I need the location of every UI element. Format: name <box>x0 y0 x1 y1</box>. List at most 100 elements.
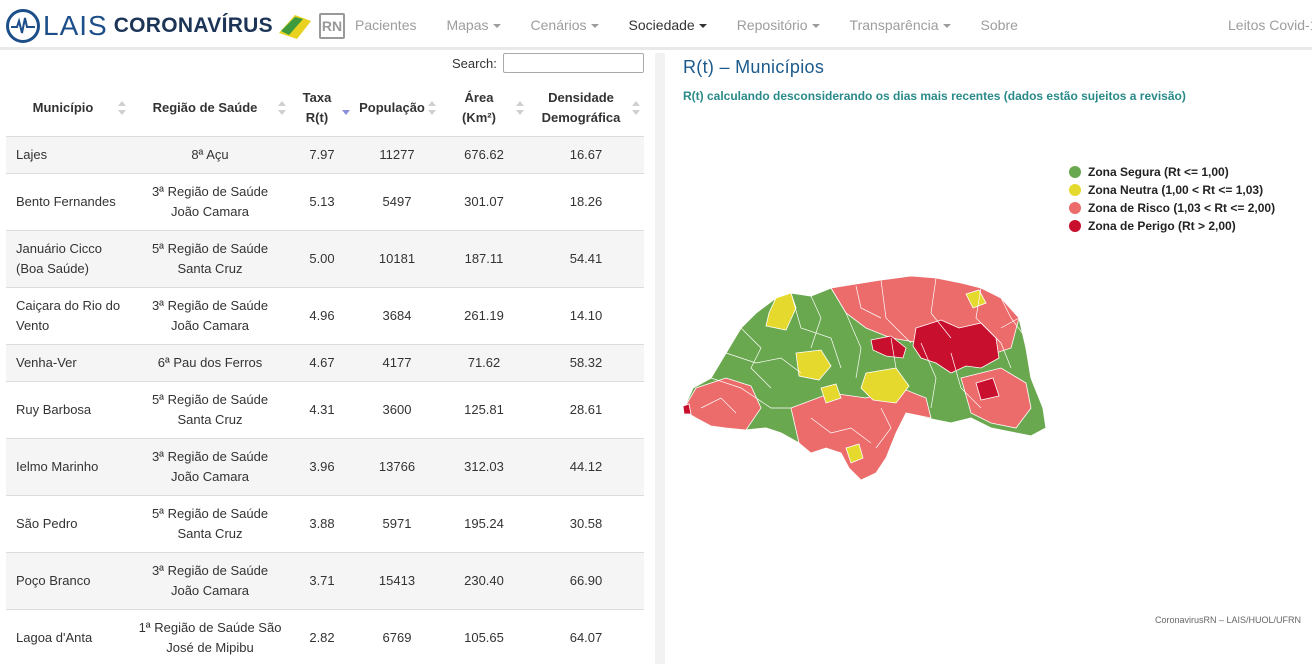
legend-dot-icon <box>1069 166 1081 178</box>
cell-taxa-rt: 4.67 <box>290 343 354 381</box>
zone-perigo <box>912 319 1000 374</box>
table-body: Lajes 8ª Açu 7.97 11277 676.62 16.67 Bento Fer… <box>6 135 644 664</box>
cell-populacao: 15413 <box>354 551 440 609</box>
caret-down-icon <box>590 24 599 29</box>
table-row[interactable]: Januário Cicco (Boa Saúde) 5ª Região de Sa… <box>6 229 644 287</box>
cell-area: 301.07 <box>440 172 528 230</box>
cell-area: 676.62 <box>440 135 528 173</box>
nav-transparencia[interactable]: Transparência <box>835 17 966 33</box>
nav-mapas[interactable]: Mapas <box>431 17 515 33</box>
cell-regiao: 1ª Região de Saúde São José de Mipibu <box>130 608 290 664</box>
brazil-flag-icon <box>278 15 311 39</box>
cell-municipio: Ielmo Marinho <box>6 437 130 495</box>
cell-municipio: Venha-Ver <box>6 343 130 381</box>
cell-populacao: 6769 <box>354 608 440 664</box>
cell-taxa-rt: 3.96 <box>290 437 354 495</box>
municipality-borders <box>700 277 1027 449</box>
table-row[interactable]: Venha-Ver 6ª Pau dos Ferros 4.67 4177 71.62 5… <box>6 343 644 381</box>
cell-densidade: 54.41 <box>528 229 644 287</box>
legend-dot-icon <box>1069 202 1081 214</box>
legend-dot-icon <box>1069 220 1081 232</box>
table-row[interactable]: Caiçara do Rio do Vento 3ª Região de Saúde… <box>6 286 644 344</box>
cell-municipio: Poço Branco <box>6 551 130 609</box>
nav-cenarios[interactable]: Cenários <box>516 17 614 33</box>
table-row[interactable]: Lagoa d'Anta 1ª Região de Saúde São José d… <box>6 608 644 664</box>
cell-taxa-rt: 4.96 <box>290 286 354 344</box>
logo-text: LAIS <box>43 10 108 41</box>
sort-desc-icon <box>342 101 350 115</box>
rn-badge: RN <box>318 13 345 39</box>
table-row[interactable]: Lajes 8ª Açu 7.97 11277 676.62 16.67 <box>6 135 644 173</box>
caret-down-icon <box>942 24 951 29</box>
legend-item-segura[interactable]: Zona Segura (Rt <= 1,00) <box>1069 163 1275 181</box>
col-header-populacao[interactable]: População <box>354 80 440 136</box>
cell-area: 187.11 <box>440 229 528 287</box>
brand[interactable]: LAIS CORONAVÍRUS RN <box>6 8 345 44</box>
cell-populacao: 13766 <box>354 437 440 495</box>
table-row[interactable]: Ruy Barbosa 5ª Região de Saúde Santa Cruz 4… <box>6 380 644 438</box>
map-panel: R(t) – Municípios R(t) calculando descon… <box>665 53 1312 664</box>
legend-item-neutra[interactable]: Zona Neutra (1,00 < Rt <= 1,03) <box>1069 181 1275 199</box>
cell-regiao: 3ª Região de Saúde João Camara <box>130 286 290 344</box>
zone-risco <box>682 377 762 431</box>
zone-neutra <box>845 443 864 464</box>
table-row[interactable]: São Pedro 5ª Região de Saúde Santa Cruz 3.8… <box>6 494 644 552</box>
cell-area: 105.65 <box>440 608 528 664</box>
cell-densidade: 14.10 <box>528 286 644 344</box>
caret-down-icon <box>811 24 820 29</box>
cell-area: 71.62 <box>440 343 528 381</box>
brand-title: CORONAVÍRUS <box>113 14 273 37</box>
cell-area: 195.24 <box>440 494 528 552</box>
cell-taxa-rt: 5.13 <box>290 172 354 230</box>
cell-densidade: 58.32 <box>528 343 644 381</box>
cell-taxa-rt: 3.71 <box>290 551 354 609</box>
col-header-area[interactable]: Área (Km²) <box>440 80 528 136</box>
cell-populacao: 3684 <box>354 286 440 344</box>
zone-neutra <box>820 383 842 404</box>
cell-area: 125.81 <box>440 380 528 438</box>
col-header-regiao[interactable]: Região de Saúde <box>130 80 290 136</box>
map-subtitle: R(t) calculando desconsiderando os dias … <box>683 89 1186 103</box>
zone-risco <box>790 387 932 481</box>
legend-item-perigo[interactable]: Zona de Perigo (Rt > 2,00) <box>1069 217 1275 235</box>
cell-densidade: 66.90 <box>528 551 644 609</box>
legend-dot-icon <box>1069 184 1081 196</box>
cell-populacao: 5497 <box>354 172 440 230</box>
table-row[interactable]: Bento Fernandes 3ª Região de Saúde João Ca… <box>6 172 644 230</box>
cell-taxa-rt: 2.82 <box>290 608 354 664</box>
cell-densidade: 44.12 <box>528 437 644 495</box>
cell-municipio: Caiçara do Rio do Vento <box>6 286 130 344</box>
cell-regiao: 3ª Região de Saúde João Camara <box>130 172 290 230</box>
cell-densidade: 16.67 <box>528 135 644 173</box>
map-title: R(t) – Municípios <box>683 57 825 77</box>
cell-densidade: 18.26 <box>528 172 644 230</box>
zone-perigo <box>682 403 692 415</box>
nav-sobre[interactable]: Sobre <box>980 17 1018 33</box>
table-row[interactable]: Ielmo Marinho 3ª Região de Saúde João Cama… <box>6 437 644 495</box>
nav-pacientes[interactable]: Pacientes <box>355 17 417 33</box>
nav-sociedade[interactable]: Sociedade <box>614 17 722 33</box>
nav-repositorio[interactable]: Repositório <box>722 17 835 33</box>
sort-icon <box>278 100 286 115</box>
nav-leitos-covid[interactable]: Leitos Covid-19 <box>1228 17 1312 33</box>
cell-regiao: 3ª Região de Saúde João Camara <box>130 437 290 495</box>
table-row[interactable]: Poço Branco 3ª Região de Saúde João Camara… <box>6 551 644 609</box>
legend-item-risco[interactable]: Zona de Risco (1,03 < Rt <= 2,00) <box>1069 199 1275 217</box>
search-input[interactable] <box>502 53 644 73</box>
col-header-taxa[interactable]: Taxa R(t) <box>290 80 354 136</box>
panel-divider <box>655 53 665 664</box>
caret-down-icon <box>492 24 501 29</box>
col-header-densidade[interactable]: Densidade Demográfica <box>528 80 644 136</box>
cell-taxa-rt: 7.97 <box>290 135 354 173</box>
rn-municipalities-map[interactable] <box>681 258 1051 488</box>
cell-area: 230.40 <box>440 551 528 609</box>
cell-regiao: 5ª Região de Saúde Santa Cruz <box>130 494 290 552</box>
cell-populacao: 10181 <box>354 229 440 287</box>
cell-densidade: 28.61 <box>528 380 644 438</box>
cell-area: 261.19 <box>440 286 528 344</box>
cell-taxa-rt: 5.00 <box>290 229 354 287</box>
col-header-municipio[interactable]: Município <box>6 80 130 136</box>
sort-icon <box>516 100 524 115</box>
lais-logo-icon <box>6 9 40 43</box>
cell-regiao: 8ª Açu <box>130 135 290 173</box>
